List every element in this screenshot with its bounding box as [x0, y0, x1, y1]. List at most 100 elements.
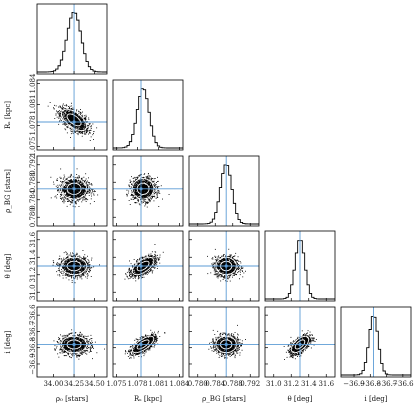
scatter-point [149, 186, 151, 188]
scatter-point [80, 182, 82, 183]
scatter-point [72, 122, 74, 124]
scatter-point [57, 112, 59, 114]
scatter-point [151, 187, 153, 189]
scatter-point [138, 181, 140, 183]
scatter-point [148, 200, 150, 201]
scatter-point [80, 269, 81, 271]
scatter-point [67, 109, 69, 111]
scatter-point [67, 123, 69, 125]
scatter-point [142, 192, 144, 193]
scatter-point [74, 179, 76, 180]
scatter-point [139, 187, 141, 188]
scatter-point [61, 262, 63, 264]
scatter-point [77, 176, 78, 178]
scatter-point [77, 256, 78, 258]
scatter-point [72, 195, 74, 197]
scatter-point [80, 109, 81, 110]
scatter-point [148, 192, 150, 194]
scatter-point [85, 193, 86, 195]
scatter-point [81, 178, 83, 180]
scatter-point [71, 282, 73, 283]
scatter-point [71, 180, 73, 182]
scatter-point [133, 183, 135, 185]
scatter-point [63, 193, 65, 195]
scatter-point [82, 264, 84, 265]
scatter-point [147, 190, 149, 192]
scatter-point [62, 268, 64, 269]
scatter-point [79, 182, 80, 184]
scatter-point [61, 194, 63, 195]
scatter-point [147, 183, 149, 185]
scatter-point [72, 181, 73, 183]
scatter-point [136, 179, 137, 180]
scatter-point [70, 190, 71, 192]
scatter-point [139, 195, 141, 197]
scatter-point [135, 186, 136, 188]
scatter-point [64, 110, 66, 111]
scatter-point [152, 190, 154, 192]
scatter-point [137, 193, 139, 194]
scatter-point [67, 199, 69, 200]
scatter-point [91, 183, 93, 185]
scatter-point [62, 108, 64, 110]
scatter-point [59, 270, 60, 271]
scatter-point [66, 271, 68, 272]
scatter-point [157, 181, 158, 182]
scatter-point [69, 117, 71, 118]
scatter-point [158, 191, 160, 193]
scatter-point [69, 105, 71, 107]
scatter-point [86, 268, 88, 270]
scatter-point [75, 116, 77, 118]
scatter-point [141, 196, 143, 197]
scatter-point [149, 200, 151, 201]
scatter-point [84, 122, 86, 123]
scatter-point [60, 116, 62, 118]
scatter-point [134, 189, 136, 191]
scatter-point [66, 193, 68, 194]
scatter-point [138, 189, 140, 191]
scatter-point [71, 259, 73, 261]
scatter-point [135, 194, 137, 196]
scatter-point [93, 201, 95, 202]
scatter-point [82, 119, 83, 121]
scatter-point [151, 185, 153, 186]
scatter-point [84, 271, 86, 273]
scatter-point [77, 119, 78, 121]
scatter-point [149, 183, 150, 185]
scatter-point [149, 184, 151, 185]
scatter-point [143, 193, 145, 195]
scatter-point [69, 194, 71, 196]
scatter-point [81, 123, 83, 125]
scatter-point [71, 261, 73, 263]
scatter-point [67, 261, 69, 262]
scatter-point [64, 128, 66, 130]
panel-content [37, 231, 107, 301]
scatter-point [79, 128, 80, 130]
scatter-point [142, 185, 144, 186]
scatter-point [71, 261, 72, 263]
scatter-point [75, 123, 77, 125]
scatter-point [80, 120, 82, 122]
scatter-point [67, 200, 69, 202]
scatter-point [72, 109, 74, 110]
scatter-point [69, 263, 70, 265]
scatter-point [80, 198, 81, 200]
scatter-point [82, 274, 84, 276]
scatter-point [134, 197, 136, 199]
scatter-point [78, 132, 80, 134]
scatter-point [74, 126, 76, 128]
scatter-point [144, 193, 145, 195]
scatter-point [145, 195, 147, 196]
scatter-point [76, 199, 78, 201]
scatter-point [67, 189, 69, 191]
scatter-point [87, 125, 89, 127]
scatter-point [81, 260, 83, 262]
scatter-point [62, 184, 64, 186]
scatter-point [139, 179, 141, 181]
scatter-point [79, 196, 81, 198]
scatter-point [68, 116, 70, 118]
scatter-point [65, 114, 67, 116]
scatter-point [71, 108, 73, 109]
scatter-point [66, 124, 68, 126]
scatter-point [85, 198, 87, 200]
